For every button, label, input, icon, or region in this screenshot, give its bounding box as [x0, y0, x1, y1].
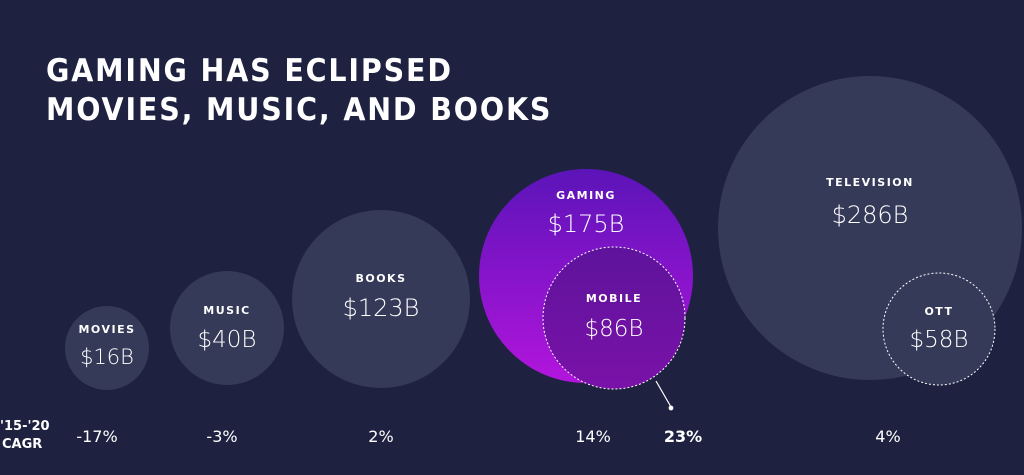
- gaming-label: GAMING: [556, 189, 616, 202]
- books-label: BOOKS: [355, 272, 406, 285]
- movies-value: $16B: [80, 345, 134, 369]
- cagr-header-label: CAGR: [2, 437, 42, 452]
- mobile-label: MOBILE: [586, 292, 642, 305]
- music-value: $40B: [198, 327, 257, 353]
- mobile-bubble: [542, 246, 686, 390]
- mobile-callout-dot: [668, 405, 674, 411]
- movies-bubble: [65, 306, 149, 390]
- gaming-value: $175B: [548, 210, 625, 238]
- chart-title-line-2: MOVIES, MUSIC, AND BOOKS: [46, 92, 553, 128]
- books-bubble: [292, 210, 470, 388]
- music-cagr: -3%: [206, 427, 237, 446]
- books-cagr: 2%: [368, 427, 393, 446]
- cagr-header-years: '15-'20: [0, 419, 50, 434]
- ott-label: OTT: [924, 305, 953, 318]
- chart-title: GAMING HAS ECLIPSED MOVIES, MUSIC, AND B…: [46, 52, 552, 130]
- television-value: $286B: [832, 201, 909, 229]
- music-bubble: [170, 271, 284, 385]
- ott-value: $58B: [910, 327, 969, 353]
- mobile-callout-line: [655, 380, 672, 408]
- music-label: MUSIC: [203, 304, 250, 317]
- movies-cagr: -17%: [76, 427, 117, 446]
- chart-title-line-1: GAMING HAS ECLIPSED: [46, 53, 453, 89]
- movies-label: MOVIES: [78, 323, 135, 336]
- television-label: TELEVISION: [826, 176, 914, 189]
- ott-bubble: [882, 272, 996, 386]
- mobile-value: $86B: [585, 316, 644, 342]
- gaming-cagr: 14%: [575, 427, 611, 446]
- television-cagr: 4%: [875, 427, 900, 446]
- mobile-cagr: 23%: [664, 427, 702, 446]
- books-value: $123B: [343, 294, 420, 322]
